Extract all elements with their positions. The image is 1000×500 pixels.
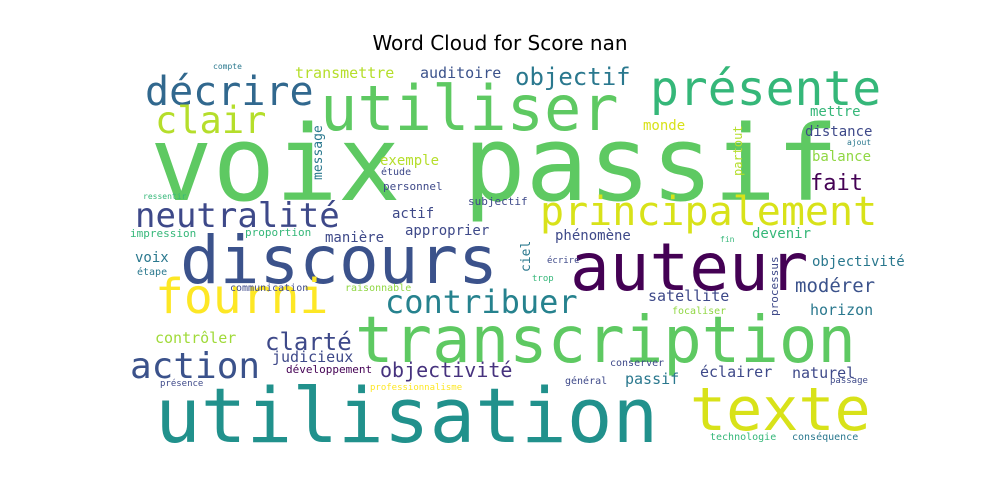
word-29: judicieux xyxy=(272,348,353,366)
word-53: développement xyxy=(286,363,372,376)
word-52: raisonnable xyxy=(345,283,411,294)
word-41: message xyxy=(311,125,326,180)
word-22: exemple xyxy=(380,153,439,169)
word-16: clarté xyxy=(265,328,352,356)
word-35: balance xyxy=(812,149,871,165)
word-67: ressentir xyxy=(143,192,187,201)
word-40: objectivité xyxy=(812,254,905,270)
word-49: proportion xyxy=(245,226,311,239)
word-12: neutralité xyxy=(135,196,340,236)
word-3: auteur xyxy=(570,229,808,306)
word-32: passif xyxy=(625,370,679,388)
word-66: compte xyxy=(213,62,242,71)
word-47: étude xyxy=(381,166,411,178)
word-0: voix passif xyxy=(150,103,839,225)
word-4: transcription xyxy=(355,304,856,378)
word-46: subjectif xyxy=(468,195,528,208)
word-51: communication xyxy=(230,283,308,294)
word-6: texte xyxy=(690,375,871,445)
word-61: passage xyxy=(830,376,868,386)
word-20: transmettre xyxy=(295,64,394,82)
word-43: ciel xyxy=(519,241,534,272)
word-62: écrire xyxy=(547,255,580,266)
word-11: clair xyxy=(155,99,266,142)
word-34: distance xyxy=(805,124,872,140)
word-55: général xyxy=(565,375,607,387)
word-14: contribuer xyxy=(385,283,578,321)
word-30: naturel xyxy=(792,364,855,382)
word-64: fin xyxy=(720,235,735,244)
word-33: mettre xyxy=(810,104,861,120)
word-58: conséquence xyxy=(792,431,858,443)
word-15: objectif xyxy=(515,63,631,91)
word-24: approprier xyxy=(405,223,489,239)
word-36: monde xyxy=(643,118,685,134)
word-23: actif xyxy=(392,206,434,222)
word-57: technologie xyxy=(710,432,776,443)
word-2: discours xyxy=(180,222,498,299)
word-28: contrôler xyxy=(155,329,236,347)
word-56: focaliser xyxy=(672,306,726,317)
word-9: décrire xyxy=(145,69,314,115)
word-31: éclairer xyxy=(700,363,772,381)
word-7: présente xyxy=(650,61,881,117)
chart-title: Word Cloud for Score nan xyxy=(372,31,628,55)
word-17: fait xyxy=(810,171,863,196)
word-45: personnel xyxy=(383,180,443,193)
word-26: satellite xyxy=(648,287,729,305)
word-27: horizon xyxy=(810,301,873,319)
word-21: auditoire xyxy=(420,64,501,82)
word-44: processus xyxy=(768,256,781,316)
word-37: manière xyxy=(325,230,384,246)
word-1: utilisation xyxy=(155,371,658,460)
word-42: partout xyxy=(731,125,745,176)
word-38: voix xyxy=(135,250,169,266)
word-8: fourni xyxy=(155,269,328,325)
word-65: ajout xyxy=(847,138,871,147)
word-5: utiliser xyxy=(320,72,619,145)
word-54: conserver xyxy=(610,358,664,369)
word-50: étape xyxy=(137,266,167,278)
word-59: présence xyxy=(160,378,203,389)
word-13: action xyxy=(130,346,260,387)
word-63: trop xyxy=(532,274,554,284)
word-18: objectivité xyxy=(380,358,512,382)
word-25: phénomène xyxy=(555,228,631,244)
word-39: devenir xyxy=(752,226,811,242)
word-48: impression xyxy=(130,227,196,240)
word-60: professionnalisme xyxy=(370,383,462,393)
word-19: modérer xyxy=(795,275,875,297)
word-10: principalement xyxy=(540,189,877,235)
